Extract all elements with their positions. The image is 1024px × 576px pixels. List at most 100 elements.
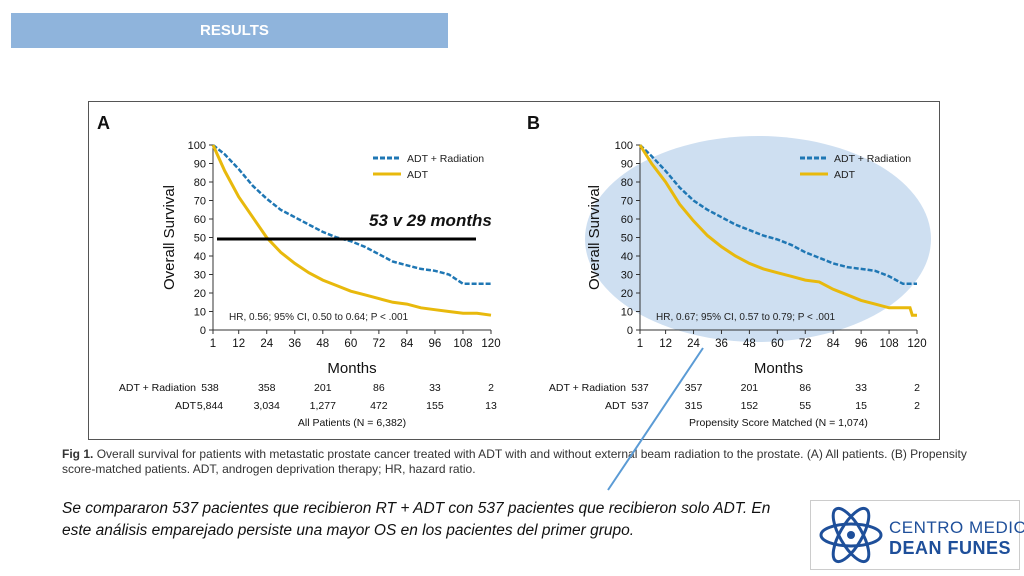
series-line-adt	[211, 144, 492, 317]
risk-cell: 1,277	[310, 400, 336, 412]
y-tick-label: 20	[194, 288, 206, 300]
risk-cell: 201	[314, 382, 332, 394]
risk-cell: 13	[485, 400, 497, 412]
x-tick-label: 84	[827, 338, 840, 350]
y-tick-label: 0	[627, 325, 633, 337]
x-axis-label: Months	[754, 360, 803, 377]
y-tick-label: 100	[615, 140, 633, 152]
risk-cell: 357	[685, 382, 703, 394]
risk-cell: 86	[373, 382, 385, 394]
risk-row-label: ADT	[605, 400, 627, 412]
legend-label: ADT	[407, 169, 429, 181]
x-tick-label: 60	[771, 338, 784, 350]
y-tick-label: 50	[621, 233, 633, 245]
risk-cell: 3,034	[254, 400, 280, 412]
figure-caption: Fig 1. Overall survival for patients wit…	[62, 447, 967, 477]
y-tick-label: 30	[194, 270, 206, 282]
risk-cell: 537	[631, 400, 649, 412]
x-tick-label: 24	[260, 338, 273, 350]
x-tick-label: 72	[372, 338, 385, 350]
risk-cell: 537	[631, 382, 649, 394]
median-annotation: 53 v 29 months	[369, 211, 492, 230]
x-tick-label: 108	[879, 338, 898, 350]
figure-panel: A 0 10 20 30 40 50 60 70 80 90 100 1 12 24 36 48 60 72 84 96…	[88, 101, 940, 440]
risk-cell: 538	[201, 382, 219, 394]
risk-row-label: ADT + Radiation	[119, 382, 196, 394]
x-tick-label: 60	[344, 338, 357, 350]
y-tick-label: 60	[621, 214, 633, 226]
risk-cell: 15	[855, 400, 867, 412]
x-tick-label: 36	[715, 338, 728, 350]
y-tick-label: 90	[194, 159, 206, 171]
legend-label: ADT	[834, 169, 856, 181]
hr-text: HR, 0.67; 95% CI, 0.57 to 0.79; P < .001	[656, 312, 836, 323]
risk-row-label: ADT + Radiation	[549, 382, 626, 394]
results-label: RESULTS	[200, 22, 269, 39]
x-tick-label: 12	[659, 338, 672, 350]
logo-line-1: CENTRO MEDICO	[889, 518, 1024, 537]
risk-cell: 33	[855, 382, 867, 394]
x-tick-label: 1	[637, 338, 643, 350]
results-header-bar: RESULTS	[11, 13, 448, 48]
risk-table-footer: Propensity Score Matched (N = 1,074)	[689, 417, 868, 429]
panel-letter: B	[527, 113, 540, 133]
x-tick-label: 48	[743, 338, 756, 350]
risk-row-label: ADT	[175, 400, 197, 412]
x-tick-label: 1	[210, 338, 216, 350]
y-tick-label: 40	[621, 251, 633, 263]
y-tick-label: 50	[194, 233, 206, 245]
x-tick-label: 72	[799, 338, 812, 350]
x-tick-label: 96	[429, 338, 442, 350]
x-axis-label: Months	[327, 360, 376, 377]
series-line-adt-radiation	[639, 144, 917, 286]
y-tick-label: 10	[621, 307, 633, 319]
x-tick-label: 84	[401, 338, 414, 350]
risk-cell: 315	[685, 400, 703, 412]
risk-cell: 55	[799, 400, 811, 412]
x-tick-label: 48	[316, 338, 329, 350]
x-tick-label: 12	[232, 338, 245, 350]
y-tick-label: 80	[194, 177, 206, 189]
risk-cell: 33	[429, 382, 441, 394]
highlight-ellipse	[585, 136, 931, 342]
hr-text: HR, 0.56; 95% CI, 0.50 to 0.64; P < .001	[229, 312, 409, 323]
risk-table-footer: All Patients (N = 6,382)	[298, 417, 406, 429]
risk-cell: 472	[370, 400, 388, 412]
y-tick-label: 40	[194, 251, 206, 263]
logo-line-2: DEAN FUNES	[889, 538, 1012, 558]
risk-cell: 2	[914, 400, 920, 412]
risk-cell: 5,844	[197, 400, 223, 412]
series-line-adt	[638, 144, 917, 317]
y-tick-label: 70	[194, 196, 206, 208]
series-line-adt-radiation	[212, 144, 491, 286]
atom-logo-icon	[819, 506, 883, 564]
y-tick-label: 80	[621, 177, 633, 189]
caption-fig-label: Fig 1.	[62, 447, 94, 461]
y-tick-label: 70	[621, 196, 633, 208]
y-tick-label: 10	[194, 307, 206, 319]
x-tick-label: 24	[687, 338, 700, 350]
risk-cell: 86	[799, 382, 811, 394]
risk-cell: 152	[741, 400, 759, 412]
x-tick-label: 96	[855, 338, 868, 350]
x-tick-label: 108	[453, 338, 472, 350]
y-tick-label: 100	[188, 140, 206, 152]
y-tick-label: 90	[621, 159, 633, 171]
risk-cell: 155	[426, 400, 444, 412]
y-tick-label: 0	[200, 325, 206, 337]
panel-letter: A	[97, 113, 110, 133]
legend-label: ADT + Radiation	[407, 153, 484, 165]
risk-cell: 2	[914, 382, 920, 394]
y-tick-label: 30	[621, 270, 633, 282]
risk-cell: 2	[488, 382, 494, 394]
y-tick-label: 60	[194, 214, 206, 226]
legend-label: ADT + Radiation	[834, 153, 911, 165]
spanish-note: Se compararon 537 pacientes que recibier…	[62, 500, 771, 539]
y-axis-label: Overall Survival	[161, 185, 178, 290]
y-axis-label: Overall Survival	[586, 185, 603, 290]
x-tick-label: 36	[288, 338, 301, 350]
x-tick-label: 120	[907, 338, 926, 350]
y-tick-label: 20	[621, 288, 633, 300]
risk-cell: 358	[258, 382, 276, 394]
